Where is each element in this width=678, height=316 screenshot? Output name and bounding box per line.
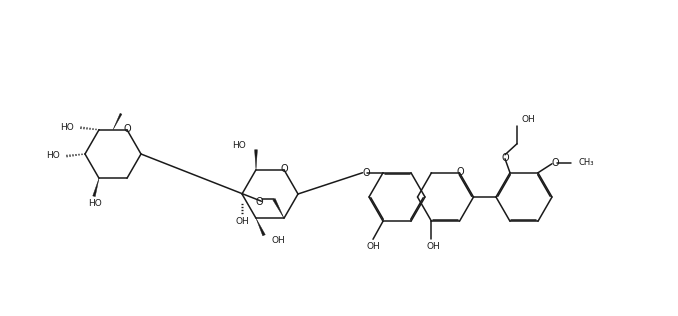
- Text: OH: OH: [366, 242, 380, 251]
- Polygon shape: [273, 198, 284, 218]
- Text: O: O: [280, 164, 288, 174]
- Text: HO: HO: [60, 123, 74, 132]
- Text: OH: OH: [271, 236, 285, 245]
- Text: HO: HO: [88, 199, 102, 208]
- Text: O: O: [551, 158, 559, 168]
- Text: HO: HO: [233, 141, 246, 150]
- Text: O: O: [123, 124, 131, 134]
- Text: O: O: [501, 153, 508, 163]
- Text: HO: HO: [46, 151, 60, 161]
- Polygon shape: [256, 218, 265, 236]
- Text: CH₃: CH₃: [579, 158, 595, 167]
- Text: OH: OH: [522, 115, 536, 124]
- Text: OH: OH: [235, 216, 249, 226]
- Polygon shape: [93, 178, 99, 197]
- Polygon shape: [255, 150, 258, 170]
- Polygon shape: [113, 113, 122, 130]
- Text: O: O: [255, 197, 263, 207]
- Text: O: O: [457, 167, 464, 177]
- Text: OH: OH: [426, 242, 441, 251]
- Text: O: O: [363, 168, 370, 178]
